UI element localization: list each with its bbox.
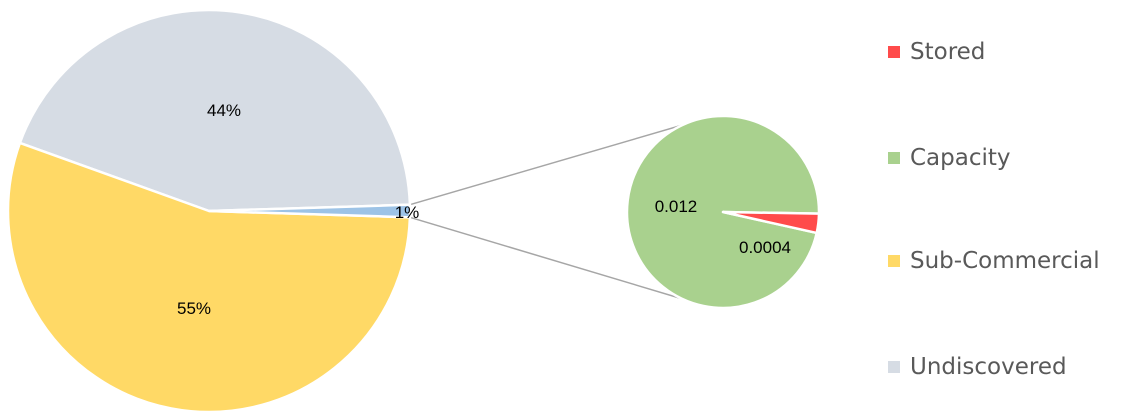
main-pie-slice-other xyxy=(207,203,412,219)
connector-lines xyxy=(409,123,687,301)
main-pie-slice-sub-commercial xyxy=(6,141,412,411)
data-labels: 44% 55% 1% 0.012 0.0004 xyxy=(177,101,791,318)
main-pie-label-undiscovered: 44% xyxy=(207,101,241,120)
legend-item-stored: Stored xyxy=(888,37,985,67)
main-pie xyxy=(6,8,412,411)
main-pie-label-sub-commercial: 55% xyxy=(177,299,211,318)
secondary-pie xyxy=(625,114,821,310)
legend-swatch-capacity xyxy=(888,152,900,164)
legend-swatch-stored xyxy=(888,46,900,58)
secondary-pie-label-stored: 0.0004 xyxy=(739,238,791,257)
legend-swatch-undiscovered xyxy=(888,361,900,373)
legend-item-capacity: Capacity xyxy=(888,143,1011,173)
main-pie-label-other: 1% xyxy=(395,203,420,222)
legend-label-undiscovered: Undiscovered xyxy=(910,354,1067,380)
secondary-pie-slice-stored xyxy=(721,210,821,235)
connector-line-bottom xyxy=(409,216,687,301)
legend-item-sub-commercial: Sub-Commercial xyxy=(888,246,1100,276)
connector-line-top xyxy=(409,123,687,206)
legend-label-sub-commercial: Sub-Commercial xyxy=(910,248,1100,274)
chart-legend: Stored Capacity Sub-Commercial Undiscove… xyxy=(888,0,1128,411)
legend-label-capacity: Capacity xyxy=(910,145,1011,171)
main-pie-slice-undiscovered xyxy=(18,8,412,213)
legend-label-stored: Stored xyxy=(910,39,986,65)
legend-item-undiscovered: Undiscovered xyxy=(888,352,1067,382)
legend-swatch-sub-commercial xyxy=(888,255,900,267)
secondary-pie-label-capacity: 0.012 xyxy=(655,197,698,216)
chart-canvas: 44% 55% 1% 0.012 0.0004 xyxy=(6,8,821,411)
